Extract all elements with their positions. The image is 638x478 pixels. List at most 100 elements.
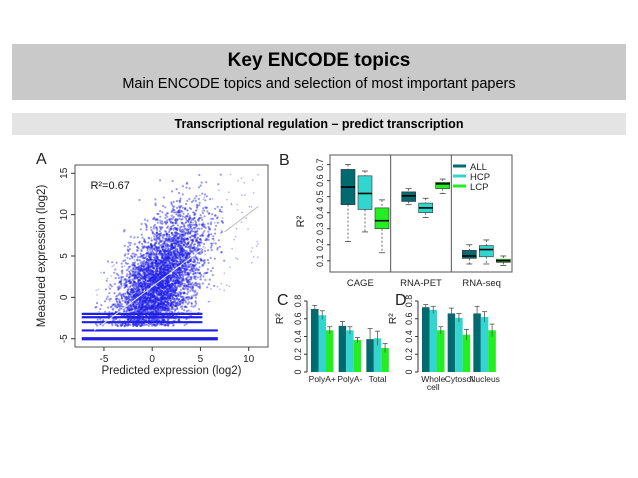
scatter-point (203, 261, 206, 264)
scatter-point (171, 256, 174, 259)
scatter-point (176, 236, 180, 239)
scatter-point (161, 319, 164, 322)
scatter-point-sparse (184, 227, 187, 230)
scatter-point (203, 272, 206, 275)
scatter-point (159, 266, 162, 269)
scatter-point (192, 246, 195, 249)
scatter-point (190, 268, 193, 271)
scatter-point (186, 252, 189, 255)
scatter-point (171, 251, 174, 254)
scatter-point (166, 244, 169, 247)
scatter-point (168, 227, 171, 230)
scatter-point (145, 298, 148, 301)
scatter-point (193, 249, 196, 252)
scatter-point (132, 324, 135, 327)
scatter-point (221, 220, 224, 223)
scatter-point-sparse (250, 250, 253, 253)
scatter-point (190, 305, 193, 308)
scatter-point (117, 288, 120, 291)
scatter-point (123, 310, 126, 313)
scatter-point (163, 220, 166, 223)
scatter-point (145, 246, 149, 249)
scatter-point (161, 287, 164, 290)
scatter-point (146, 266, 149, 269)
scatter-point (117, 287, 120, 290)
scatter-point (172, 307, 175, 310)
scatter-point (148, 305, 151, 308)
scatter-point (135, 295, 138, 298)
scatter-point-sparse (174, 308, 177, 311)
scatter-point (133, 295, 136, 298)
scatter-point-sparse (211, 197, 214, 200)
scatter-point (151, 301, 154, 304)
scatter-point (167, 284, 170, 287)
y-tick-label: -5 (59, 334, 70, 343)
scatter-point (137, 293, 141, 296)
scatter-point-sparse (240, 194, 243, 197)
scatter-point (169, 277, 172, 281)
scatter-point (186, 281, 189, 284)
scatter-point (174, 254, 177, 257)
scatter-point (129, 235, 132, 238)
scatter-point (174, 259, 177, 262)
scatter-point (182, 287, 185, 290)
scatter-point (182, 233, 185, 236)
scatter-point (162, 285, 165, 289)
scatter-point (147, 271, 150, 274)
scatter-point (196, 292, 199, 295)
scatter-point (164, 271, 167, 274)
scatter-point (154, 273, 157, 276)
scatter-point (146, 284, 149, 287)
box-hcp (357, 175, 373, 210)
scatter-point (178, 271, 181, 274)
scatter-point (149, 257, 152, 261)
scatter-point (211, 242, 214, 245)
scatter-point (194, 221, 198, 224)
scatter-point (172, 233, 175, 236)
scatter-point (168, 279, 171, 282)
scatter-point (126, 291, 129, 294)
scatter-point (185, 253, 189, 256)
scatter-point (165, 257, 168, 260)
scatter-point (164, 239, 167, 242)
scatter-point (170, 227, 173, 230)
scatter-point (123, 230, 126, 233)
scatter-point (191, 285, 194, 288)
scatter-point (133, 281, 136, 284)
scatter-point (164, 272, 167, 275)
scatter-point (133, 274, 136, 277)
scatter-point (196, 232, 199, 236)
scatter-point (160, 272, 163, 275)
scatter-point (144, 241, 147, 244)
scatter-point (151, 308, 154, 311)
scatter-point (155, 323, 159, 326)
scatter-point-sparse (230, 203, 233, 206)
scatter-point (173, 241, 177, 245)
scatter-point (188, 258, 192, 262)
scatter-point (197, 243, 200, 246)
scatter-point (155, 276, 158, 279)
scatter-point (145, 270, 148, 273)
scatter-point (153, 275, 157, 278)
scatter-point (164, 323, 167, 327)
scatter-point (172, 224, 175, 227)
scatter-point (132, 274, 135, 277)
scatter-point (198, 201, 201, 204)
scatter-point (136, 249, 139, 252)
scatter-point (162, 302, 165, 305)
scatter-point (125, 275, 128, 278)
scatter-point (142, 282, 146, 285)
scatter-point (171, 291, 174, 294)
scatter-point (183, 231, 186, 234)
scatter-point (129, 292, 132, 296)
scatter-point (170, 214, 173, 217)
scatter-point (160, 289, 163, 293)
scatter-point (190, 295, 193, 298)
scatter-point (208, 212, 211, 215)
scatter-point (161, 245, 164, 248)
scatter-point (174, 276, 177, 279)
scatter-point (105, 279, 108, 282)
scatter-point (164, 273, 167, 276)
scatter-point (158, 285, 161, 288)
scatter-point (150, 289, 153, 292)
